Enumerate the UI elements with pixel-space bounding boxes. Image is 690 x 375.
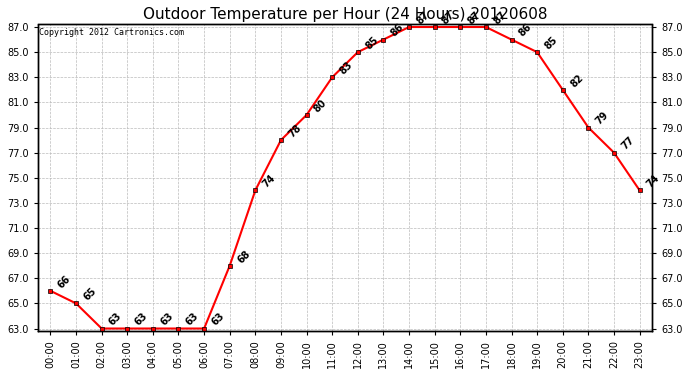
Text: 63: 63: [107, 311, 124, 328]
Text: 87: 87: [491, 9, 508, 26]
Text: 74: 74: [645, 173, 662, 189]
Text: 86: 86: [517, 22, 534, 39]
Text: 87: 87: [466, 9, 482, 26]
Title: Outdoor Temperature per Hour (24 Hours) 20120608: Outdoor Temperature per Hour (24 Hours) …: [143, 7, 547, 22]
Text: Copyright 2012 Cartronics.com: Copyright 2012 Cartronics.com: [39, 28, 184, 37]
Text: 78: 78: [286, 123, 303, 139]
Text: 85: 85: [542, 34, 560, 51]
Text: 86: 86: [389, 22, 406, 39]
Text: 68: 68: [235, 248, 252, 265]
Text: 66: 66: [56, 273, 72, 290]
Text: 63: 63: [184, 311, 201, 328]
Text: 87: 87: [440, 9, 457, 26]
Text: 87: 87: [415, 9, 431, 26]
Text: 77: 77: [620, 135, 636, 152]
Text: 85: 85: [364, 34, 380, 51]
Text: 63: 63: [132, 311, 150, 328]
Text: 82: 82: [569, 72, 585, 89]
Text: 79: 79: [594, 110, 611, 127]
Text: 65: 65: [81, 286, 98, 303]
Text: 63: 63: [159, 311, 175, 328]
Text: 83: 83: [337, 60, 355, 76]
Text: 63: 63: [210, 311, 226, 328]
Text: 80: 80: [312, 98, 329, 114]
Text: 74: 74: [261, 173, 277, 189]
